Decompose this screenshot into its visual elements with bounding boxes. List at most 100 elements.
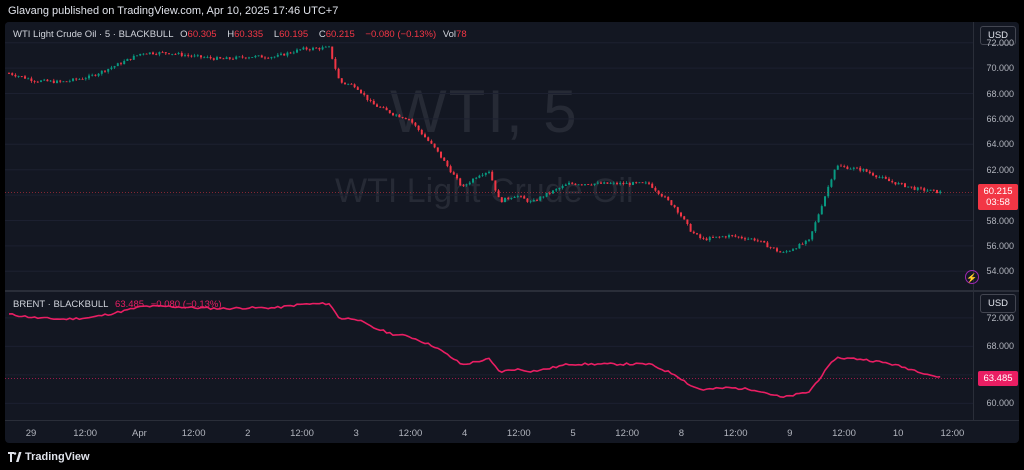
currency-button[interactable]: USD	[980, 26, 1016, 45]
lightning-alert-icon[interactable]: ⚡	[965, 270, 979, 284]
candle-body	[161, 52, 164, 53]
candle-body	[56, 80, 58, 83]
brent-chart-pane[interactable]: BRENT · BLACKBULL 63.485 −0.080 (−0.13%)	[5, 292, 973, 420]
candle-body	[244, 57, 247, 59]
candle-body	[33, 81, 36, 82]
candle-body	[840, 165, 842, 167]
candle-body	[107, 68, 110, 72]
candle-body	[801, 243, 804, 245]
candle-body	[296, 49, 298, 53]
time-tick: 12:00	[181, 428, 206, 439]
tradingview-brand[interactable]: TradingView	[25, 451, 90, 463]
candle-body	[472, 178, 474, 183]
candle-body	[222, 58, 225, 60]
candle-body	[286, 52, 289, 56]
time-tick: 12:00	[506, 428, 531, 439]
candle-body	[548, 192, 551, 194]
candle-body	[545, 192, 548, 197]
candle-body	[865, 169, 868, 172]
candle-body	[875, 175, 878, 178]
candle-body	[75, 78, 78, 80]
candle-body	[257, 55, 260, 57]
candle-body	[30, 78, 33, 82]
footer: TradingView	[0, 443, 1024, 470]
candle-body	[632, 182, 634, 185]
candle-body	[78, 78, 81, 80]
candle-body	[168, 53, 170, 55]
price-tick: 62.000	[986, 164, 1014, 175]
brent-currency-button[interactable]: USD	[980, 294, 1016, 313]
candle-body	[894, 182, 897, 185]
candle-body	[596, 182, 599, 184]
candle-body	[536, 199, 538, 201]
candle-body	[283, 53, 286, 56]
close-value: 60.215	[325, 29, 355, 40]
high-value: 60.335	[234, 29, 264, 40]
candle-body	[104, 70, 106, 72]
candle-body	[270, 57, 273, 59]
candle-body	[731, 235, 734, 236]
candle-body	[187, 55, 190, 56]
candle-body	[817, 214, 820, 223]
candle-body	[760, 240, 762, 242]
brent-symbol[interactable]: BRENT · BLACKBULL	[13, 299, 109, 310]
time-axis[interactable]: 29 12:00 Apr 12:00 2 12:00 3 12:00 4 12:00 5 12:00 8…	[5, 420, 1019, 443]
candle-body	[177, 52, 180, 54]
time-tick: 12:00	[398, 428, 423, 439]
candle-body	[456, 174, 458, 179]
candle-body	[315, 47, 318, 49]
tradingview-logo-icon[interactable]	[8, 452, 22, 462]
candle-body	[129, 58, 132, 60]
candle-body	[91, 74, 94, 76]
candle-body	[350, 83, 353, 85]
candle-body	[680, 212, 682, 217]
candle-body	[606, 182, 609, 184]
candle-body	[136, 55, 138, 57]
time-tick: 8	[678, 428, 685, 439]
candle-body	[574, 183, 577, 185]
candle-body	[420, 129, 423, 135]
candle-body	[398, 114, 401, 118]
candle-body	[568, 182, 570, 185]
candle-body	[747, 238, 750, 240]
candle-body	[836, 165, 839, 170]
time-tick: 12:00	[832, 428, 856, 439]
candle-body	[452, 172, 455, 175]
wti-legend[interactable]: WTI Light Crude Oil · 5 · BLACKBULL O60.…	[13, 29, 475, 40]
wti-symbol[interactable]: WTI Light Crude Oil · 5 · BLACKBULL	[13, 29, 174, 40]
candle-body	[776, 248, 778, 252]
candle-body	[673, 205, 676, 208]
candle-body	[369, 99, 372, 101]
candle-body	[580, 184, 583, 186]
time-tick: 10	[892, 428, 904, 439]
price-tick: 58.000	[986, 215, 1014, 226]
candle-body	[49, 80, 52, 82]
candle-body	[539, 196, 542, 201]
price-tick: 56.000	[986, 240, 1014, 251]
candle-body	[81, 78, 84, 80]
candle-body	[891, 181, 894, 183]
candle-body	[203, 57, 206, 59]
candle-body	[280, 53, 282, 55]
candle-body	[164, 52, 167, 54]
pane-divider[interactable]	[5, 290, 1019, 292]
candle-body	[158, 52, 161, 55]
candle-body	[388, 110, 391, 114]
candle-body	[360, 89, 362, 94]
wti-chart-pane[interactable]: WTI, 5 WTI Light Crude Oil WTI Light Cru…	[5, 22, 973, 290]
candle-body	[24, 76, 26, 79]
candle-body	[232, 58, 234, 60]
candle-body	[523, 196, 526, 199]
candle-body	[852, 167, 855, 169]
candle-body	[532, 199, 535, 202]
candle-body	[385, 107, 388, 111]
wti-price-scale[interactable]: USD 72.000 70.000 68.000 66.000 64.000 62.000…	[973, 22, 1019, 290]
candle-body	[248, 57, 250, 59]
brent-legend[interactable]: BRENT · BLACKBULL 63.485 −0.080 (−0.13%)	[13, 299, 226, 310]
candle-body	[670, 200, 673, 206]
candle-body	[830, 179, 833, 187]
candle-body	[740, 236, 743, 239]
low-value: 60.195	[279, 29, 309, 40]
candle-body	[155, 54, 158, 55]
